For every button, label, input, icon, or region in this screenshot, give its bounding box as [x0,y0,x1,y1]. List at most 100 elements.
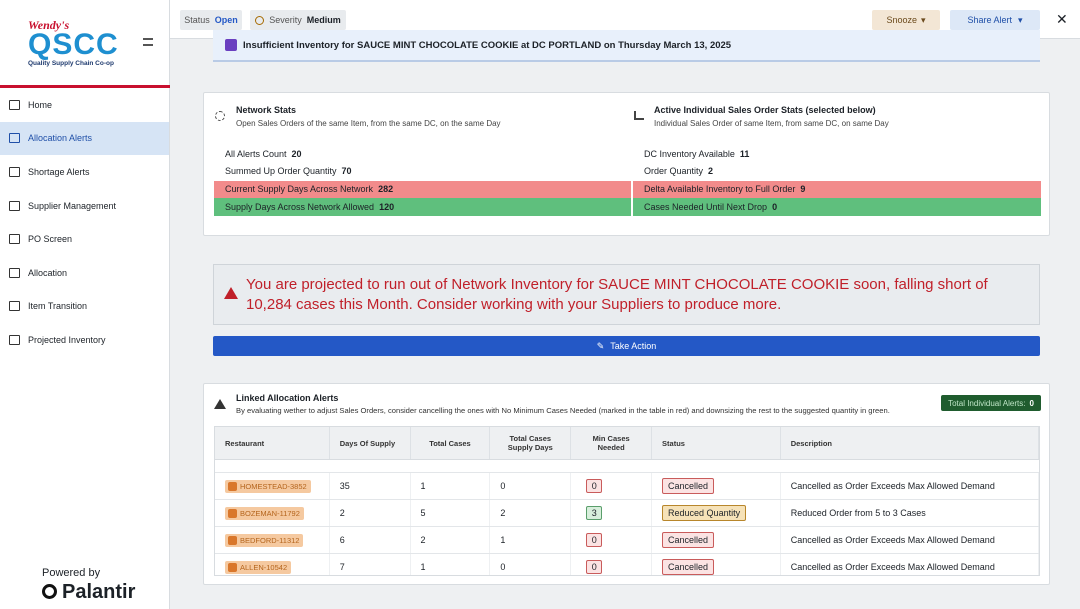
nav-item[interactable]: Home [0,88,169,122]
restaurant-icon [228,508,237,518]
nav-item[interactable]: Item Transition [0,290,169,324]
stat-row: Cases Needed Until Next Drop 0 [633,198,1041,216]
total-badge: Total Individual Alerts: 0 [941,395,1041,411]
take-action-button[interactable]: ✎ Take Action [213,336,1040,356]
table-cell: Cancelled as Order Exceeds Max Allowed D… [781,473,1039,499]
nav-icon [9,234,20,245]
tagline: Quality Supply Chain Co-op [28,60,114,67]
linked-icon [214,399,226,409]
table-cell: Cancelled as Order Exceeds Max Allowed D… [781,554,1039,575]
nav-item[interactable]: Allocation [0,256,169,290]
snooze-button[interactable]: Snooze ▾ [872,10,940,30]
caret: ▾ [1018,14,1023,25]
table-cell: 2 [330,500,411,526]
cell-text: Cancelled as Order Exceeds Max Allowed D… [790,535,995,545]
status-value: Open [214,15,238,25]
nav: Home Allocation Alerts Shortage Alerts Supp… [0,88,169,357]
cell-text: 1 [420,481,426,491]
column-header: Days Of Supply [330,427,411,459]
restaurant-name: BOZEMAN-11792 [240,508,300,518]
stat-value: 20 [291,148,302,159]
table-cell: 0 [490,554,572,575]
table-cell: 5 [411,500,491,526]
stat-row: Order Quantity 2 [633,163,1041,180]
table-cell: 3 [571,500,653,526]
table-cell: Cancelled [652,527,781,553]
table-row: HOMESTEAD-3852 35 1 0 0 Cancelled Cancelled as… [215,473,1039,500]
stat-row: All Alerts Count 20 [214,145,631,162]
restaurant-icon [228,562,237,572]
brand: Wendy's [28,18,70,32]
severity-tag: Severity Medium [250,10,346,30]
order-title: Active Individual Sales Order Stats (sel… [654,105,876,115]
restaurant-name: BEDFORD-11312 [240,535,300,545]
cell-text: 1 [420,562,426,572]
restaurant-link[interactable]: BOZEMAN-11792 [225,506,304,520]
nav-label: Supplier Management [28,200,117,211]
table-cell: 1 [411,473,491,499]
share-button[interactable]: Share Alert ▾ [950,10,1040,30]
column-header: Total Cases [411,427,491,459]
nav-label: Item Transition [28,301,88,312]
stat-value: 2 [708,166,714,177]
restaurant-icon [228,535,237,545]
alert-title: Insufficient Inventory for SAUCE MINT CH… [243,39,732,51]
status-label: Status [184,15,210,25]
cell-text: 1 [500,535,506,545]
nav-item[interactable]: Projected Inventory [0,323,169,357]
min-cases-badge: 0 [586,533,603,547]
min-cases-badge: 0 [586,560,603,574]
cell-text: 5 [420,508,426,518]
nav-item[interactable]: PO Screen [0,222,169,256]
nav-item[interactable]: Supplier Management [0,189,169,223]
collapse-icon[interactable] [143,38,153,46]
restaurant-link[interactable]: ALLEN-10542 [225,560,292,574]
table-cell: 6 [330,527,411,553]
cell-text: 2 [500,508,506,518]
cell-text: 0 [500,562,506,572]
stat-value: 0 [772,202,778,213]
nav-icon [9,200,20,211]
caret: ▾ [921,14,926,25]
column-header: Restaurant [215,427,330,459]
cell-text: Cancelled as Order Exceeds Max Allowed D… [790,481,995,491]
nav-item[interactable]: Shortage Alerts [0,155,169,189]
table-cell: 0 [571,527,653,553]
restaurant-link[interactable]: HOMESTEAD-3852 [225,479,311,493]
wand-icon: ✎ [596,340,605,351]
stat-row: DC Inventory Available 11 [633,145,1041,162]
severity-label: Severity [269,15,302,25]
cell-text: 2 [339,508,345,518]
table-cell: Reduced Quantity [652,500,781,526]
network-title: Network Stats [236,105,297,115]
severity-icon [255,15,265,25]
column-header: Total Cases Supply Days [490,427,572,459]
stat-row: Supply Days Across Network Allowed 120 [214,198,631,216]
stat-label: DC Inventory Available [644,148,735,159]
table-cell: 0 [571,473,653,499]
table-cell: 7 [330,554,411,575]
cell-text: 0 [500,481,506,491]
stat-label: Supply Days Across Network Allowed [225,202,375,213]
stat-row: Current Supply Days Across Network 282 [214,180,631,198]
close-button[interactable]: ✕ [1056,11,1068,27]
take-action-label: Take Action [610,341,657,351]
stat-label: Current Supply Days Across Network [225,184,374,195]
table-cell: 35 [330,473,411,499]
table-cell: Cancelled as Order Exceeds Max Allowed D… [781,527,1039,553]
stat-row: Delta Available Inventory to Full Order 9 [633,180,1041,198]
powered-by: Powered by [42,567,101,579]
nav-item[interactable]: Allocation Alerts [0,121,169,156]
alert-banner: Insufficient Inventory for SAUCE MINT CH… [213,30,1040,62]
restaurant-link[interactable]: BEDFORD-11312 [225,533,304,547]
stat-label: Order Quantity [644,166,704,177]
nav-icon [9,301,20,312]
table: Restaurant Days Of Supply Total Cases Total… [214,426,1040,576]
column-header: Description [781,427,1039,459]
cell-text: 35 [339,481,350,491]
restaurant-name: ALLEN-10542 [240,562,288,572]
table-cell: 1 [411,554,491,575]
min-cases-badge: 0 [586,479,603,493]
nav-icon [9,334,20,345]
stat-label: Delta Available Inventory to Full Order [644,184,796,195]
